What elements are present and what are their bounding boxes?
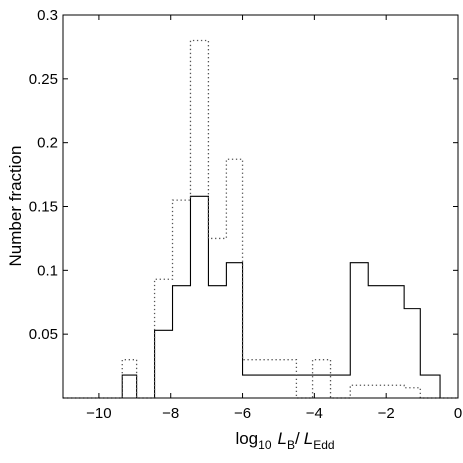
x-label-log: log — [235, 429, 258, 448]
x-tick-label: 0 — [454, 405, 462, 422]
y-tick-label: 0.2 — [37, 135, 58, 152]
x-label-slash: / — [295, 429, 300, 448]
x-tick-label: −2 — [378, 405, 395, 422]
x-label-var1-sub: B — [287, 438, 295, 452]
x-tick-label: −8 — [162, 405, 179, 422]
y-tick-label: 0.1 — [37, 262, 58, 279]
ticks-layer: −10 −8 −6 −4 −2 0 0.05 0.1 0.15 0.2 0.25 0.3 — [29, 7, 462, 422]
x-tick-label: −6 — [234, 405, 251, 422]
y-tick-label: 0.25 — [29, 71, 58, 88]
y-tick-label: 0.05 — [29, 326, 58, 343]
x-axis-label: log10 LB/LEdd — [235, 429, 334, 452]
x-label-var1: L — [278, 429, 287, 448]
x-tick-label: −4 — [306, 405, 323, 422]
x-label-log-base: 10 — [258, 438, 272, 452]
x-label-var2-sub: Edd — [313, 438, 334, 452]
histogram-series-dotted — [63, 39, 458, 399]
y-axis-label: Number fraction — [6, 146, 25, 267]
y-tick-label: 0.15 — [29, 199, 58, 216]
x-label-var2: L — [304, 429, 313, 448]
y-tick-label: 0.3 — [37, 7, 58, 24]
x-tick-label: −10 — [86, 405, 111, 422]
